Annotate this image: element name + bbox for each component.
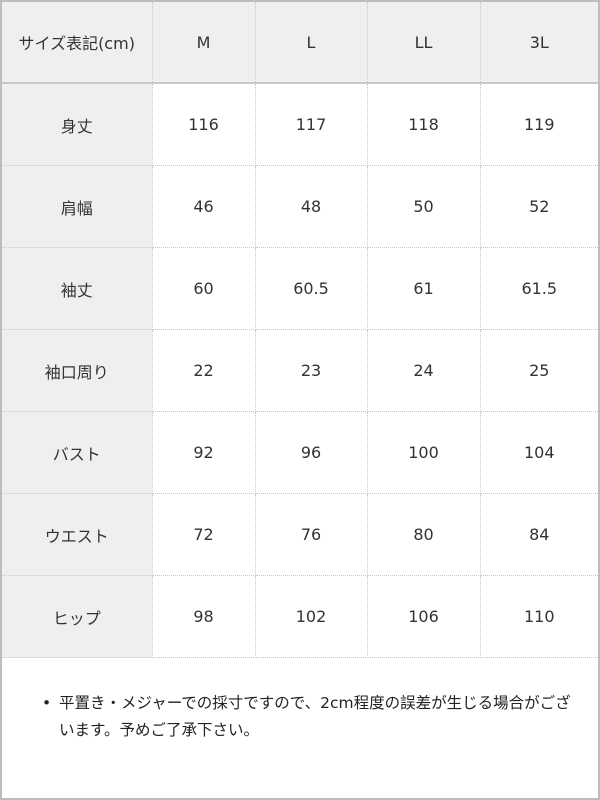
table-cell: 100 xyxy=(367,411,481,494)
table-cell: M xyxy=(152,2,256,84)
table-cell: 46 xyxy=(152,165,256,248)
row-label: 袖口周り xyxy=(2,329,153,412)
row-label: バスト xyxy=(2,411,153,494)
row-label: ウエスト xyxy=(2,493,153,576)
table-cell: 118 xyxy=(367,83,481,166)
table-cell: 61.5 xyxy=(480,247,598,330)
table-cell: 117 xyxy=(255,83,368,166)
table-cell: L xyxy=(255,2,368,84)
note-text: 平置き・メジャーでの採寸ですので、2cm程度の誤差が生じる場合がございます。予め… xyxy=(59,694,571,739)
table-cell: 96 xyxy=(255,411,368,494)
table-cell: 61 xyxy=(367,247,481,330)
table-row: ヒップ 98 102 106 110 xyxy=(2,575,598,658)
table-row: 袖丈 60 60.5 61 61.5 xyxy=(2,247,598,330)
table-cell: 50 xyxy=(367,165,481,248)
table-cell: 84 xyxy=(480,493,598,576)
table-cell: 104 xyxy=(480,411,598,494)
measurement-note: • 平置き・メジャーでの採寸ですので、2cm程度の誤差が生じる場合がございます。… xyxy=(42,690,582,744)
table-cell: 92 xyxy=(152,411,256,494)
table-cell: 80 xyxy=(367,493,481,576)
row-label: 袖丈 xyxy=(2,247,153,330)
row-label: サイズ表記(cm) xyxy=(2,2,153,84)
bullet-icon: • xyxy=(42,694,52,712)
table-cell: 110 xyxy=(480,575,598,658)
table-cell: 76 xyxy=(255,493,368,576)
table-row: 袖口周り 22 23 24 25 xyxy=(2,329,598,412)
row-label: 肩幅 xyxy=(2,165,153,248)
table-cell: 3L xyxy=(480,2,598,84)
table-cell: 23 xyxy=(255,329,368,412)
table-row: ウエスト 72 76 80 84 xyxy=(2,493,598,576)
table-cell: 48 xyxy=(255,165,368,248)
table-cell: 60 xyxy=(152,247,256,330)
table-cell: 72 xyxy=(152,493,256,576)
table-header-row: サイズ表記(cm) M L LL 3L xyxy=(2,2,598,84)
row-label: ヒップ xyxy=(2,575,153,658)
table-cell: 98 xyxy=(152,575,256,658)
table-cell: 60.5 xyxy=(255,247,368,330)
table-row: 肩幅 46 48 50 52 xyxy=(2,165,598,248)
row-label: 身丈 xyxy=(2,83,153,166)
table-cell: 52 xyxy=(480,165,598,248)
size-table: サイズ表記(cm) M L LL 3L 身丈 116 117 118 119 肩幅 46 48 50 52 袖… xyxy=(2,2,598,658)
table-cell: 24 xyxy=(367,329,481,412)
table-cell: 22 xyxy=(152,329,256,412)
table-cell: 102 xyxy=(255,575,368,658)
table-row: 身丈 116 117 118 119 xyxy=(2,83,598,166)
table-cell: LL xyxy=(367,2,481,84)
table-cell: 119 xyxy=(480,83,598,166)
table-cell: 116 xyxy=(152,83,256,166)
table-row: バスト 92 96 100 104 xyxy=(2,411,598,494)
table-cell: 25 xyxy=(480,329,598,412)
table-cell: 106 xyxy=(367,575,481,658)
